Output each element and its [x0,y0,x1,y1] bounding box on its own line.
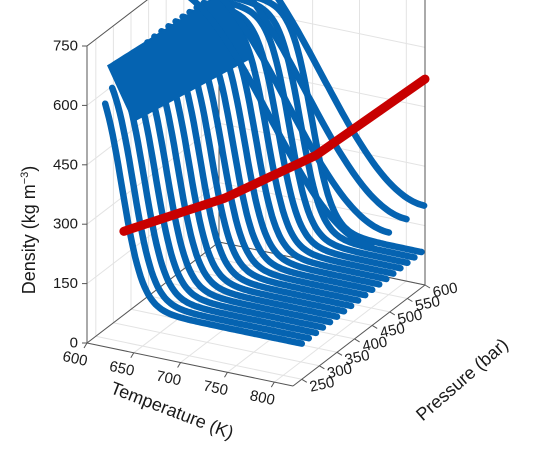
frame-edge [86,0,148,47]
grid-line [95,335,302,380]
grid-line [273,280,407,383]
x-tick-label: 600 [61,348,89,370]
tick-mark [319,365,325,370]
tick-mark [177,362,182,368]
y-tick-label: 550 [414,293,442,315]
y-tick-label: 350 [343,347,371,369]
y-axis-title: Pressure (bar) [412,334,512,425]
y-tick-label: 450 [378,320,406,342]
x-tick-label: 700 [155,368,183,390]
isobar-curve [123,61,327,331]
tick-mark [371,324,378,329]
tick-mark [354,338,360,343]
isobar-curve [137,45,341,320]
x-tick-label: 800 [248,387,276,409]
y-tick-label: 600 [431,279,459,301]
isobar-curve [248,0,410,223]
tick-mark [424,284,431,289]
tick-mark [270,381,275,388]
isobar-curve [108,84,313,342]
x-tick-label: 750 [201,377,229,399]
red-critical-series [119,74,430,236]
tick-mark [407,298,413,302]
y-tick-label: 500 [396,306,424,328]
z-tick-label: 750 [53,38,78,55]
z-tick-label: 300 [53,216,78,233]
tick-mark [224,372,228,378]
z-tick-label: 450 [53,156,78,173]
z-tick-label: 0 [70,335,78,352]
isobar-curve [254,0,425,256]
isobar-curve [144,39,348,315]
tick-mark [130,352,135,359]
tick-mark [83,342,88,349]
x-axis-line [86,342,294,387]
critical-line [119,74,430,236]
y-axis-line [292,284,426,387]
y-tick-label: 300 [326,360,354,382]
y-tick-label: 400 [361,333,389,355]
isobar-curve [187,0,375,250]
tick-mark [301,378,308,383]
x-tick-label: 650 [108,358,136,380]
y-tick-label: 250 [308,374,336,396]
tick-mark [336,351,343,356]
isobar-curve [275,0,428,209]
z-tick-label: 600 [53,97,78,114]
z-tick-label: 150 [53,275,78,292]
tick-mark [389,311,396,316]
isobar-curve [101,100,306,347]
isobar-curve [219,0,393,236]
isobar-curve [207,0,411,267]
z-axis-title: Density (kg m−3) [19,166,39,295]
isobar-curve [130,52,334,326]
grid-line [113,322,320,367]
